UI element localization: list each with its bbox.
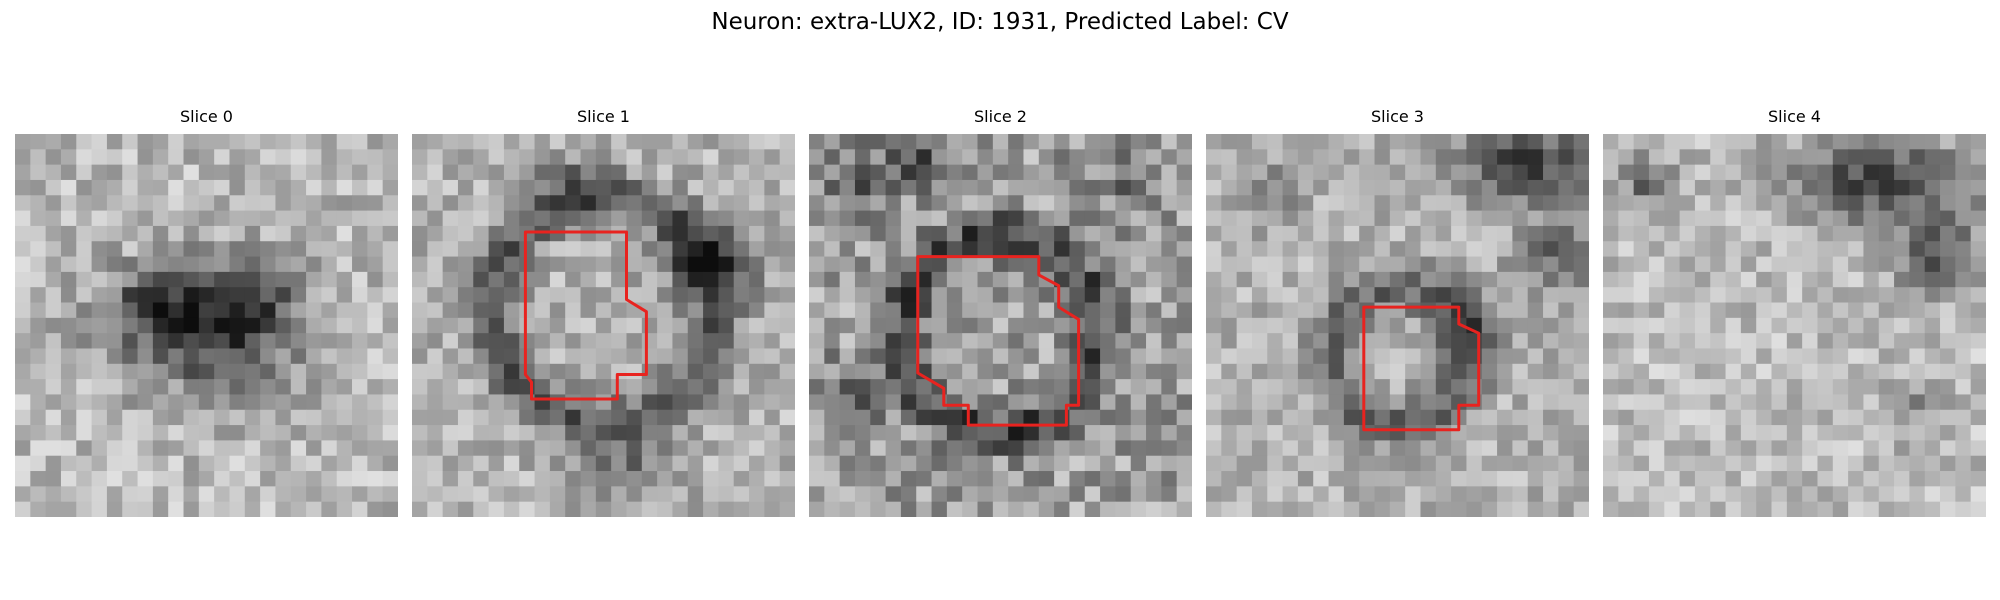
segmentation-contour [916,255,1081,427]
slice-title-0: Slice 0 [180,107,233,126]
slice-panel-4: Slice 4 [1603,107,1986,519]
slice-image-4 [1603,134,1986,517]
slice-title-2: Slice 2 [974,107,1027,126]
segmentation-contour [523,230,648,401]
slice-image-1 [412,134,795,517]
slice-panel-0: Slice 0 [15,107,398,519]
slice-panel-3: Slice 3 [1206,107,1589,519]
figure-title: Neuron: extra-LUX2, ID: 1931, Predicted … [711,9,1289,35]
slice-image-3 [1206,134,1589,517]
slice-panel-1: Slice 1 [412,107,795,519]
slice-image-0 [15,134,398,517]
slice-title-4: Slice 4 [1768,107,1821,126]
slice-title-3: Slice 3 [1371,107,1424,126]
slice-image-2 [809,134,1192,517]
slice-title-1: Slice 1 [577,107,630,126]
slice-panel-2: Slice 2 [809,107,1192,519]
segmentation-contour [1362,305,1481,432]
